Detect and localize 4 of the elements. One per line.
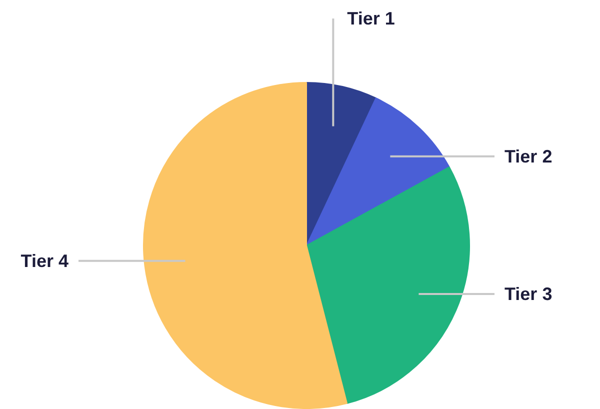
slice-label: Tier 2 <box>504 146 552 166</box>
slice-label: Tier 4 <box>20 250 69 271</box>
slice-label: Tier 3 <box>504 284 552 304</box>
slice-label: Tier 1 <box>347 8 395 28</box>
